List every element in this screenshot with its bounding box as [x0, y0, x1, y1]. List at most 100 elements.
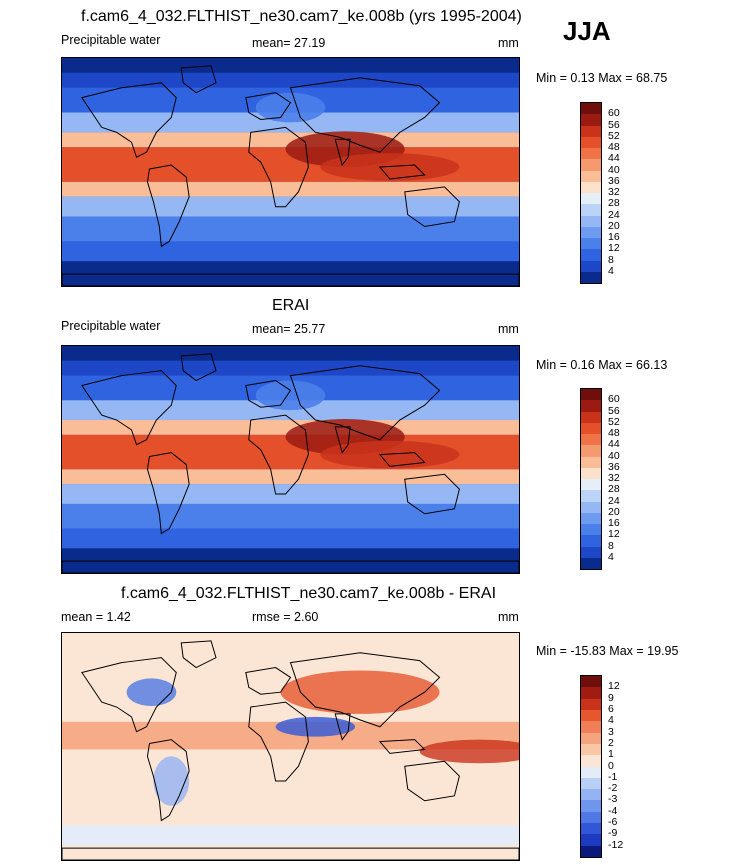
panel1-colorbar-tick-label: 40 [608, 163, 620, 176]
panel3-colorbar-tick-label: -12 [608, 838, 624, 851]
panel2-minmax: Min = 0.16 Max = 66.13 [536, 358, 668, 372]
panel2-colorbar-box [580, 399, 602, 412]
panel2-coastline [289, 365, 441, 441]
panel3-colorbar-box [580, 708, 602, 722]
panel3-colorbar-box [580, 788, 602, 801]
panel2-coastline [248, 414, 309, 495]
panel1-variable-label: Precipitable water [61, 33, 161, 47]
panel2-colorbar-box [580, 433, 602, 446]
panel3-colorbar-tick-label: 0 [608, 759, 614, 772]
panel1-colorbar-box [580, 270, 602, 284]
panel1-colorbar-tick-label: 8 [608, 253, 614, 266]
panel3-field-patch [275, 716, 356, 737]
panel3-colorbar-tick-label: -3 [608, 793, 618, 806]
panel2-coastline [180, 353, 217, 382]
panel1-colorbar-box [580, 237, 602, 250]
panel1-field-band [62, 132, 519, 148]
panel3-colorbar-box [580, 742, 602, 756]
panel3-colorbar-box [580, 776, 602, 790]
panel1-colorbar-box [580, 248, 602, 261]
panel3-colorbar-tick-label: 2 [608, 736, 614, 749]
panel1-colorbar-tick-label: 12 [608, 242, 620, 255]
panel2-coastline [62, 560, 519, 573]
panel2-colorbar-tick-label: 4 [608, 550, 614, 563]
panel3-coastline [180, 640, 217, 669]
panel1-coastline [334, 138, 351, 167]
panel1-colorbar-tick-label: 16 [608, 231, 620, 243]
panel3-minmax: Min = -15.83 Max = 19.95 [536, 644, 679, 658]
panel2-title: ERAI [272, 297, 310, 314]
panel1-coastline [378, 164, 426, 180]
panel2-colorbar-box [580, 523, 602, 536]
panel3-field-patch [280, 670, 440, 714]
panel2-colorbar-box [580, 444, 602, 457]
panel2-colorbar-box [580, 489, 602, 502]
panel3-colorbar-box [580, 833, 602, 846]
panel2-field-patch [255, 380, 326, 411]
panel3-colorbar-tick-label: -4 [608, 804, 618, 817]
panel1-coastline [248, 126, 309, 208]
panel2-map [61, 345, 520, 574]
panel2-colorbar-box [580, 534, 602, 547]
panel2-colorbar-tick-label: 40 [608, 449, 620, 462]
panel3-colorbar-tick-label: 1 [608, 748, 614, 761]
panel3-colorbar-box [580, 731, 602, 744]
panel2-mean: mean= 25.77 [252, 322, 326, 336]
panel1-colorbar-tick-label: 4 [608, 264, 614, 277]
panel1-colorbar-box [580, 169, 602, 182]
panel1-coastlines [62, 65, 519, 286]
panel1-minmax: Min = 0.13 Max = 68.75 [536, 71, 668, 85]
panel3-coastline [378, 739, 426, 754]
panel3-colorbar-box [580, 822, 602, 835]
panel3-map [61, 632, 520, 861]
panel2-colorbar-box [580, 455, 602, 468]
season-label: JJA [563, 16, 611, 46]
panel3-colorbar-box [580, 844, 602, 858]
panel1-title: f.cam6_4_032.FLTHIST_ne30.cam7_ke.008b (… [81, 8, 522, 25]
panel2-colorbar-tick-label: 16 [608, 517, 620, 529]
panel3-coastline [404, 760, 460, 802]
panel3-colorbar-box [580, 754, 602, 767]
panel3-units: mm [498, 610, 519, 624]
panel1-colorbar-box [580, 102, 602, 115]
panel1-coastline [146, 164, 190, 248]
panel3-colorbar-box [580, 765, 602, 778]
panel2-colorbar-tick-label: 20 [608, 505, 620, 518]
panel2-coastline [245, 380, 292, 408]
panel1-colorbar-box [580, 225, 602, 238]
panel3-colorbar-tick-label: -2 [608, 782, 618, 795]
panel2-coastline [378, 452, 426, 467]
panel3-colorbar-box [580, 799, 602, 812]
panel1-map [61, 57, 520, 287]
panel2-field-band [62, 528, 519, 549]
panel1-coastline [404, 186, 460, 228]
panel3-mean: mean = 1.42 [61, 610, 131, 624]
panel3-coastline [62, 847, 519, 860]
panel2-colorbar-tick-label: 52 [608, 415, 620, 428]
panel3-field-band [62, 825, 519, 846]
panel2-field-band [62, 346, 519, 361]
panel2-colorbar-box [580, 478, 602, 491]
panel2-colorbar-box [580, 421, 602, 434]
panel1-colorbar-box [580, 158, 602, 171]
panel3-colorbar-box [580, 675, 602, 688]
panel1-colorbar-tick-label: 20 [608, 219, 620, 232]
panel1-colorbar-tick-label: 56 [608, 118, 620, 131]
panel3-coastline [334, 713, 351, 741]
panel2-colorbar-tick-label: 36 [608, 460, 620, 473]
panel1-field-patch [255, 92, 326, 123]
panel1-field-band [62, 181, 519, 197]
panel2-colorbar-tick-label: 48 [608, 427, 620, 439]
panel2-colorbar-tick-label: 8 [608, 539, 614, 552]
panel1-colorbar-tick-label: 36 [608, 174, 620, 187]
panel3-colorbar-box [580, 720, 602, 733]
panel1-colorbar-box [580, 203, 602, 216]
panel3-field-patch [126, 678, 177, 707]
panel3-rmse: rmse = 2.60 [252, 610, 319, 624]
panel3-title: f.cam6_4_032.FLTHIST_ne30.cam7_ke.008b -… [121, 585, 497, 602]
panel2-colorbar-box [580, 500, 602, 513]
panel2-field-band [62, 360, 519, 376]
panel1-field-band [62, 216, 519, 242]
panel1-colorbar-tick-label: 60 [608, 107, 620, 120]
panel3-colorbar-box [580, 810, 602, 824]
